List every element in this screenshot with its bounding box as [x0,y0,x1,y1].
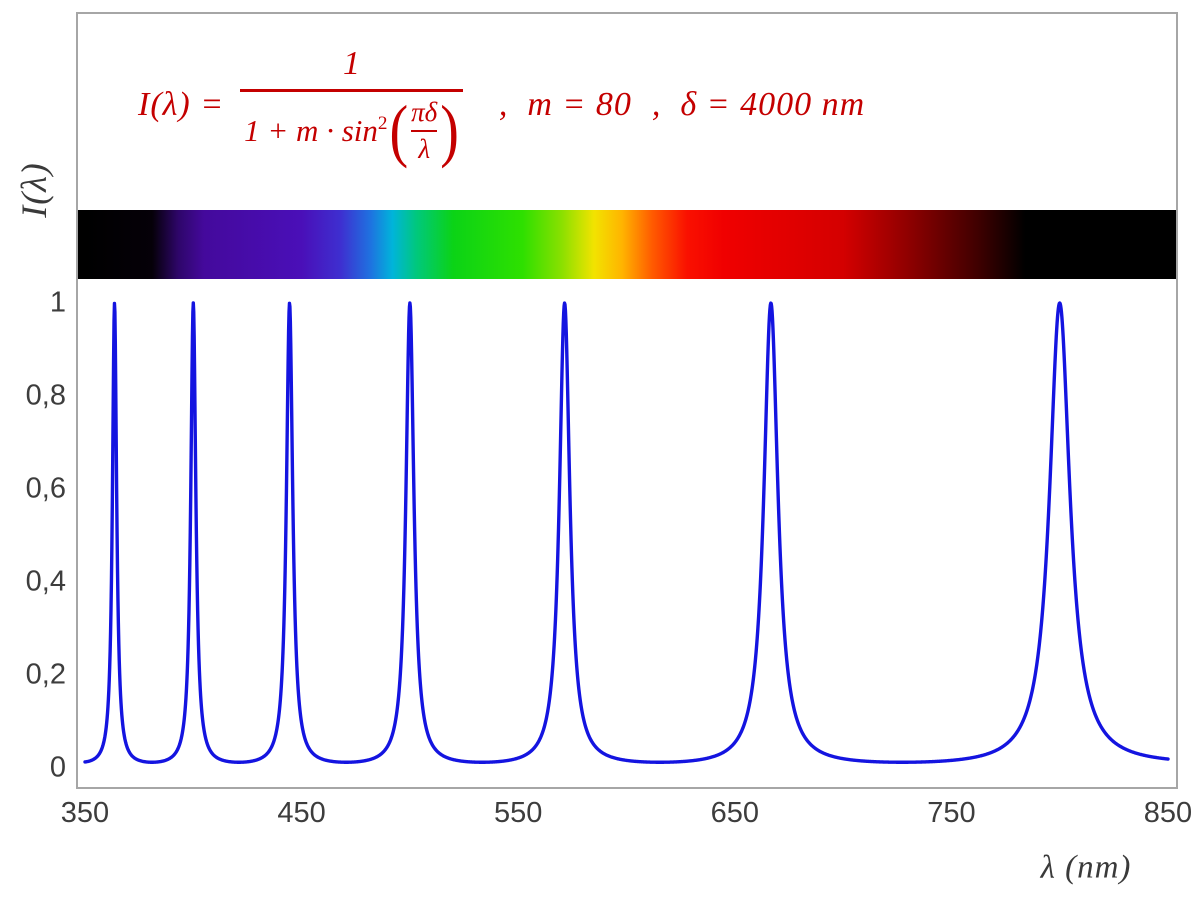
inner-numerator: πδ [411,96,438,127]
y-tick-label: 0 [49,751,66,784]
formula-lhs: I(λ) = [138,85,225,123]
plot-frame [76,12,1178,789]
intensity-curve-svg [83,301,1170,764]
fraction-bar [240,88,463,92]
y-tick-label: 1 [49,286,66,319]
right-paren: ) [440,91,459,170]
x-tick-label: 650 [710,797,759,829]
m-equation: m = 80 [527,85,632,123]
x-tick-label: 550 [493,797,543,829]
fraction-numerator: 1 [343,45,360,83]
y-tick-label: 0,6 [25,472,66,505]
inner-fraction: πδ λ [411,96,438,165]
x-axis-label: λ (nm) [1040,849,1132,886]
y-tick-label: 0,2 [25,658,66,691]
x-tick-label: 850 [1143,797,1193,829]
visible-spectrum-bar [78,210,1176,279]
x-tick-label: 750 [927,797,976,829]
y-axis-label: I(λ) [14,162,54,218]
y-tick-label: 0,4 [25,565,66,598]
fraction-denominator: 1 + m · sin2 ( πδ λ ) [240,91,463,170]
sin-exponent: 2 [377,113,388,135]
inner-fraction-bar [411,129,438,132]
denominator-text: 1 + m · sin2 [244,112,388,148]
delta-equation: δ = 4000 nm [680,85,866,123]
y-tick-label: 0,8 [25,379,66,412]
formula-fraction: 1 1 + m · sin2 ( πδ λ ) [240,44,463,170]
left-paren: ( [389,91,409,170]
formula-separator: , [498,85,508,123]
inner-denominator: λ [418,133,431,164]
x-tick-label: 350 [60,797,110,829]
formula: I(λ) = 1 1 + m · sin2 ( πδ λ ) , m = 80 … [138,32,865,177]
formula-separator: , [651,85,661,123]
x-tick-label: 450 [277,797,326,829]
intensity-curve [83,301,1170,764]
